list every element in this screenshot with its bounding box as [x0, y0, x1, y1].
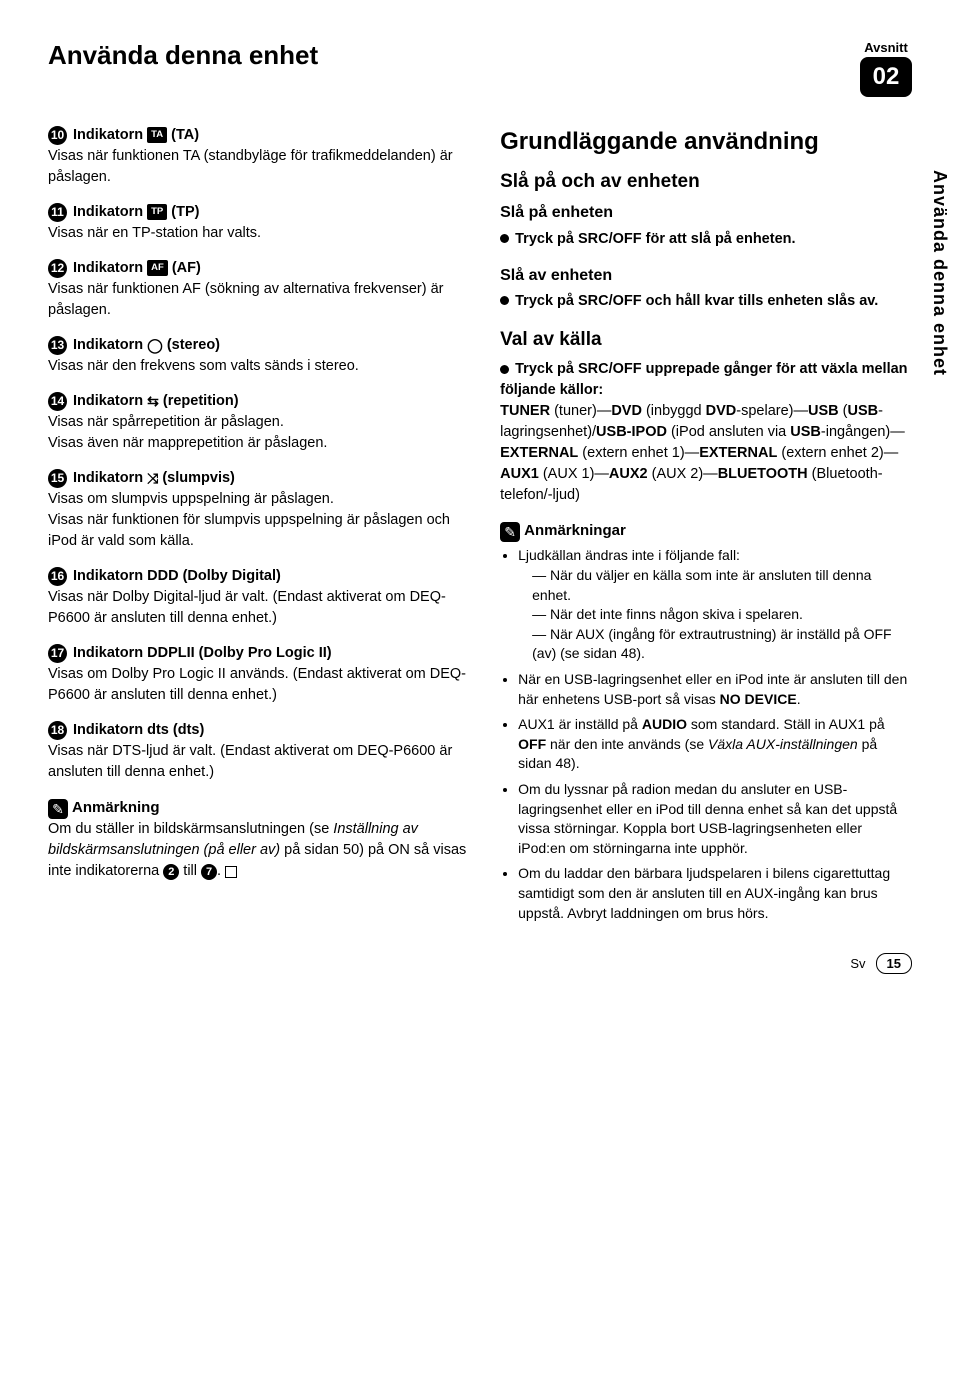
side-tab-title: Använda denna enhet [929, 170, 950, 376]
ref-marker-7: 7 [201, 864, 217, 880]
turn-off-text: Tryck på SRC/OFF och håll kvar tills enh… [500, 291, 912, 312]
bullet-icon [500, 296, 509, 305]
item-number-icon: 17 [48, 644, 67, 663]
item-body-line: Visas om slumpvis uppspelning är påslage… [48, 489, 468, 510]
tp-icon: TP [147, 204, 167, 220]
indicator-item: 17Indikatorn DDPLII (Dolby Pro Logic II)… [48, 643, 468, 706]
ta-icon: TA [147, 127, 167, 143]
chapter-indicator: Avsnitt 02 [860, 40, 912, 97]
af-icon: AF [147, 260, 168, 276]
note-subitem: — När det inte finns någon skiva i spela… [532, 605, 912, 625]
glyph-icon: ⇆ [147, 393, 159, 409]
subheading-turn-off: Slå av enheten [500, 264, 912, 287]
indicator-item: 16Indikatorn DDD (Dolby Digital)Visas nä… [48, 566, 468, 629]
item-number-icon: 14 [48, 392, 67, 411]
notes-block: ✎Anmärkningar Ljudkällan ändras inte i f… [500, 520, 912, 923]
pencil-icon: ✎ [48, 799, 68, 819]
lang-label: Sv [850, 956, 865, 971]
note-item: Om du laddar den bärbara ljudspelaren i … [518, 864, 912, 923]
item-number-icon: 12 [48, 259, 67, 278]
end-marker-icon [225, 866, 237, 878]
item-body-line: Visas när en TP-station har valts. [48, 223, 468, 244]
chapter-number: 02 [860, 57, 912, 97]
item-body-line: Visas när DTS-ljud är valt. (Endast akti… [48, 741, 468, 783]
turn-on-text: Tryck på SRC/OFF för att slå på enheten. [500, 229, 912, 250]
section-heading-basic: Grundläggande användning [500, 125, 912, 160]
page-footer: Sv 15 [48, 953, 912, 974]
item-number-icon: 11 [48, 203, 67, 222]
notes-heading: Anmärkningar [524, 522, 626, 539]
item-number-icon: 16 [48, 567, 67, 586]
item-body-line: Visas när spårrepetition är påslagen. [48, 412, 468, 433]
page-title: Använda denna enhet [48, 40, 318, 71]
section-heading-onoff: Slå på och av enheten [500, 168, 912, 196]
item-body-line: Visas även när mapprepetition är påslage… [48, 433, 468, 454]
bullet-icon [500, 365, 509, 374]
note-item: Om du lyssnar på radion medan du anslute… [518, 780, 912, 858]
avsnitt-label: Avsnitt [860, 40, 912, 55]
note-body: Om du ställer in bildskärmsanslutningen … [48, 819, 468, 882]
subheading-turn-on: Slå på enheten [500, 201, 912, 224]
note-item: AUX1 är inställd på AUDIO som standard. … [518, 715, 912, 774]
section-heading-source: Val av källa [500, 326, 912, 354]
page-number: 15 [876, 953, 912, 974]
item-body-line: Visas när den frekvens som valts sänds i… [48, 356, 468, 377]
bullet-icon [500, 234, 509, 243]
indicator-item: 14Indikatorn ⇆ (repetition)Visas när spå… [48, 391, 468, 454]
item-body-line: Visas när funktionen TA (standbyläge för… [48, 146, 468, 188]
item-body-line: Visas när Dolby Digital-ljud är valt. (E… [48, 587, 468, 629]
item-body-line: Visas när funktionen för slumpvis uppspe… [48, 510, 468, 552]
source-select-block: Tryck på SRC/OFF upprepade gånger för at… [500, 359, 912, 506]
indicator-item: 11Indikatorn TP (TP)Visas när en TP-stat… [48, 202, 468, 244]
note-block: ✎Anmärkning Om du ställer in bildskärmsa… [48, 797, 468, 882]
item-body-line: Visas när funktionen AF (sökning av alte… [48, 279, 468, 321]
item-body-line: Visas om Dolby Pro Logic II används. (En… [48, 664, 468, 706]
note-heading: Anmärkning [72, 799, 160, 816]
note-item: När en USB-lagringsenhet eller en iPod i… [518, 670, 912, 709]
item-number-icon: 15 [48, 469, 67, 488]
glyph-icon: ◯ [147, 337, 163, 353]
item-number-icon: 10 [48, 126, 67, 145]
source-chain-text: TUNER (tuner)—DVD (inbyggd DVD-spelare)—… [500, 403, 905, 503]
note-subitem: — När AUX (ingång för extrautrustning) ä… [532, 625, 912, 664]
right-column: Grundläggande användning Slå på och av e… [500, 125, 912, 929]
note-item: Ljudkällan ändras inte i följande fall:—… [518, 546, 912, 664]
indicator-item: 18Indikatorn dts (dts)Visas när DTS-ljud… [48, 720, 468, 783]
pencil-icon: ✎ [500, 522, 520, 542]
item-number-icon: 13 [48, 336, 67, 355]
left-column: 10Indikatorn TA (TA)Visas när funktionen… [48, 125, 468, 929]
ref-marker-2: 2 [163, 864, 179, 880]
note-subitem: — När du väljer en källa som inte är ans… [532, 566, 912, 605]
indicator-item: 13Indikatorn ◯ (stereo)Visas när den fre… [48, 335, 468, 377]
item-number-icon: 18 [48, 721, 67, 740]
glyph-icon: ⤨ [147, 470, 158, 486]
indicator-item: 12Indikatorn AF (AF)Visas när funktionen… [48, 258, 468, 321]
indicator-item: 10Indikatorn TA (TA)Visas när funktionen… [48, 125, 468, 188]
indicator-item: 15Indikatorn ⤨ (slumpvis)Visas om slumpv… [48, 468, 468, 552]
